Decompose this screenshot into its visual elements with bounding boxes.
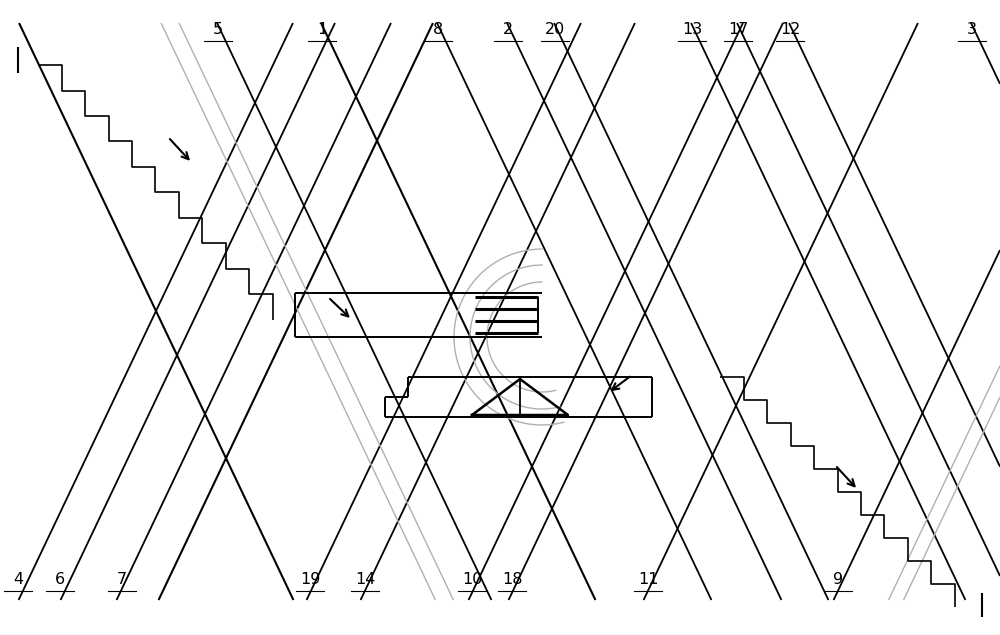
Text: 18: 18: [502, 572, 522, 587]
Text: 12: 12: [780, 22, 800, 37]
Text: 4: 4: [13, 572, 23, 587]
Text: 17: 17: [728, 22, 748, 37]
Text: 11: 11: [638, 572, 658, 587]
Text: 20: 20: [545, 22, 565, 37]
Text: 13: 13: [682, 22, 702, 37]
Text: 10: 10: [462, 572, 482, 587]
Text: 3: 3: [967, 22, 977, 37]
Text: 7: 7: [117, 572, 127, 587]
Text: 19: 19: [300, 572, 320, 587]
Text: 8: 8: [433, 22, 443, 37]
Text: 1: 1: [317, 22, 327, 37]
Text: 9: 9: [833, 572, 843, 587]
Text: 2: 2: [503, 22, 513, 37]
Text: 6: 6: [55, 572, 65, 587]
Text: 14: 14: [355, 572, 375, 587]
Text: 5: 5: [213, 22, 223, 37]
